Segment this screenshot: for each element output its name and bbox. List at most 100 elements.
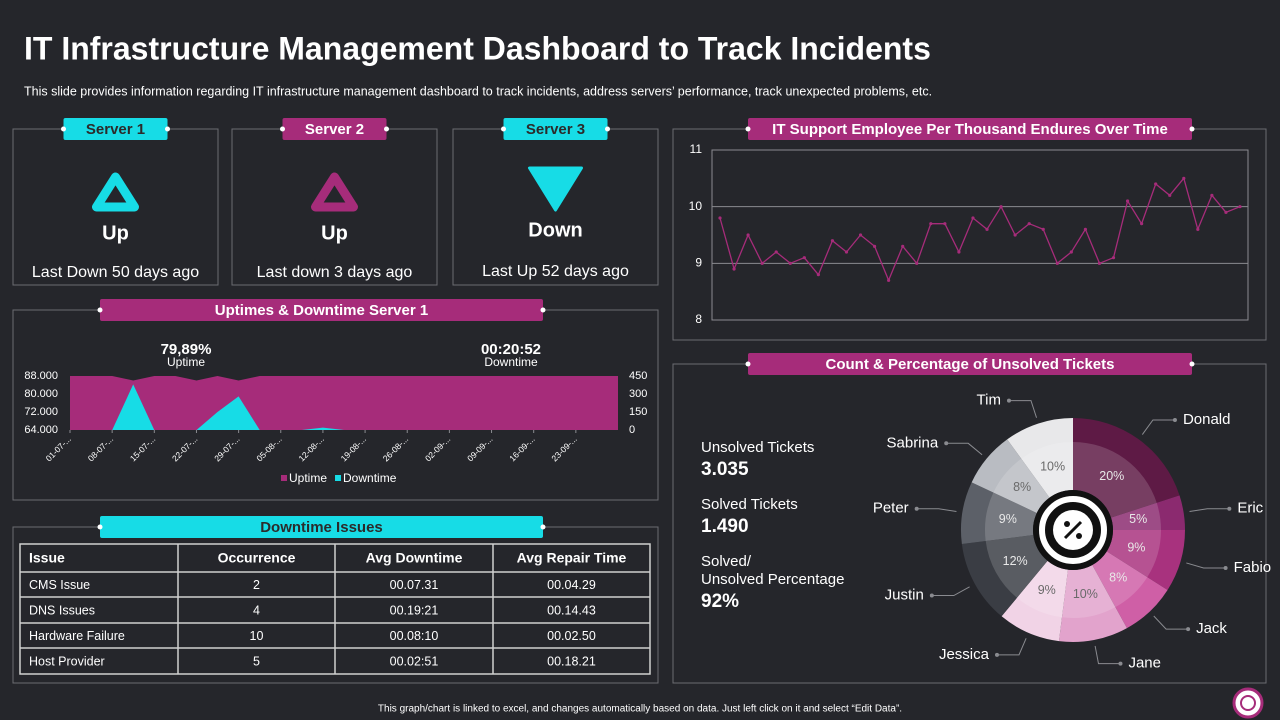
table-cell: 5 xyxy=(253,654,260,668)
pie-slice xyxy=(961,535,1048,617)
pill xyxy=(100,299,543,321)
pill xyxy=(748,118,1192,140)
leader-line xyxy=(1094,645,1121,665)
leader-line xyxy=(946,442,983,456)
point xyxy=(1041,227,1045,231)
logo xyxy=(1232,687,1264,719)
point xyxy=(901,244,905,248)
line-panel xyxy=(672,128,1267,341)
slice-label: 5% xyxy=(1129,512,1147,526)
point xyxy=(830,239,835,243)
table-header: Issue xyxy=(29,550,65,566)
pill-dot xyxy=(1189,361,1195,367)
area xyxy=(70,376,618,430)
status-icon xyxy=(311,172,358,212)
point xyxy=(844,250,849,254)
pie-slice xyxy=(1073,418,1180,518)
table-cell: Host Provider xyxy=(29,654,105,668)
stat-value: 92% xyxy=(701,591,739,612)
point xyxy=(732,267,736,271)
pill-dot xyxy=(97,307,103,313)
slice-label: 8% xyxy=(1109,570,1127,584)
status-icon xyxy=(528,166,583,212)
pie-slice xyxy=(1111,495,1185,530)
slice-label: 9% xyxy=(1038,583,1056,597)
legend-label: Downtime xyxy=(343,471,397,485)
plot-border xyxy=(711,149,1249,321)
point xyxy=(887,278,891,282)
slice-inner-tint xyxy=(985,535,1048,598)
center-dot xyxy=(1076,533,1082,539)
point xyxy=(718,216,722,220)
pill-dot xyxy=(1189,126,1195,132)
pill-title: Count & Percentage of Unsolved Tickets xyxy=(826,356,1115,373)
point xyxy=(1168,193,1172,197)
status-icon xyxy=(92,172,139,212)
pill-dot xyxy=(501,126,506,132)
point xyxy=(985,227,989,231)
point xyxy=(1013,233,1017,237)
pill-dot xyxy=(97,524,103,530)
pie-slice xyxy=(1058,565,1127,642)
leader-dot xyxy=(1227,506,1232,511)
slice-name: Donald xyxy=(1183,411,1231,428)
table-cell: 2 xyxy=(253,578,260,592)
pill-dot xyxy=(540,307,546,313)
pie-slice xyxy=(971,439,1050,513)
slice-inner-tint xyxy=(1111,502,1161,530)
slice-label: 9% xyxy=(999,512,1017,526)
leader-line xyxy=(1186,562,1226,569)
leader-dot xyxy=(1006,398,1011,403)
leader-dot xyxy=(1172,417,1177,422)
table-cell: 00.02.50 xyxy=(547,629,596,643)
server-status: Up xyxy=(321,222,348,244)
stat-value: 3.035 xyxy=(701,459,749,480)
y2-tick-label: 0 xyxy=(629,424,635,436)
point xyxy=(1210,193,1214,197)
server-note: Last Down 50 days ago xyxy=(32,264,199,281)
point xyxy=(802,256,806,260)
pill-title: IT Support Employee Per Thousand Endures… xyxy=(772,121,1168,138)
table-cell: 10 xyxy=(250,629,264,643)
y-tick-label: 8 xyxy=(695,312,702,326)
line xyxy=(719,176,1241,283)
y2-tick-label: 150 xyxy=(629,406,647,418)
pie-slice xyxy=(1106,530,1185,591)
leader-line xyxy=(1008,400,1038,418)
slice-label: 20% xyxy=(1099,469,1124,483)
pill-dot xyxy=(61,126,66,132)
pill-title: Server 1 xyxy=(86,121,145,138)
annotation-value: 79,89% xyxy=(161,341,212,358)
pill xyxy=(63,118,168,140)
point xyxy=(1111,256,1116,260)
annotation-text: Downtime xyxy=(484,355,538,369)
annotation-text: Uptime xyxy=(167,355,205,369)
point xyxy=(872,244,877,248)
legend-label: Uptime xyxy=(289,471,327,485)
legend-swatch xyxy=(335,475,342,481)
point xyxy=(816,273,820,277)
pill-title: Server 3 xyxy=(526,121,585,138)
table-cell: 00.14.43 xyxy=(547,603,596,617)
point xyxy=(1238,205,1242,209)
pill-title: Server 2 xyxy=(305,121,364,138)
pill-dot xyxy=(384,126,389,132)
pill xyxy=(503,118,608,140)
table-header: Occurrence xyxy=(218,550,296,566)
y-tick-label: 80.000 xyxy=(24,388,58,400)
server-status: Up xyxy=(102,222,129,244)
x-tick-label: 22-07-... xyxy=(170,434,199,463)
x-tick-label: 08-07-... xyxy=(86,434,115,463)
y-tick-label: 88.000 xyxy=(24,370,58,382)
table-cell: Hardware Failure xyxy=(29,629,125,643)
slice-name: Jack xyxy=(1196,620,1227,637)
slice-label: 9% xyxy=(1127,541,1145,555)
point xyxy=(971,216,975,220)
slice-inner-tint xyxy=(1073,442,1157,518)
footer: This graph/chart is linked to excel, and… xyxy=(378,704,902,715)
point xyxy=(1224,210,1228,214)
leader-dot xyxy=(1186,627,1191,632)
leader-dot xyxy=(929,593,934,598)
table-cell: 00.19:21 xyxy=(390,603,439,617)
